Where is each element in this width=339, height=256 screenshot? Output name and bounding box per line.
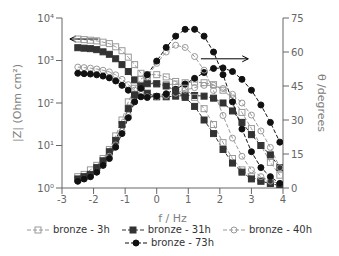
- svg-text:f / Hz: f / Hz: [158, 212, 187, 225]
- svg-text:1: 1: [185, 194, 191, 205]
- html-text:bronze - 40h: bronze - 40h: [248, 224, 312, 235]
- html-text:bronze - 73h: bronze - 73h: [150, 237, 215, 248]
- svg-text:2: 2: [217, 194, 223, 205]
- svg-text:10⁴: 10⁴: [37, 13, 54, 24]
- svg-text:3: 3: [248, 194, 254, 205]
- svg-text:-1: -1: [120, 194, 130, 205]
- svg-text:0: 0: [291, 183, 297, 194]
- svg-text:10³: 10³: [37, 55, 54, 66]
- html-text:bronze - 3h: bronze - 3h: [53, 224, 110, 235]
- svg-text:75: 75: [291, 13, 304, 24]
- svg-text:-3: -3: [57, 194, 67, 205]
- svg-text:10¹: 10¹: [37, 140, 54, 151]
- svg-text:15: 15: [291, 149, 304, 160]
- svg-text:10⁰: 10⁰: [37, 183, 54, 194]
- svg-text:45: 45: [291, 81, 304, 92]
- svg-text:60: 60: [291, 47, 304, 58]
- svg-text:0: 0: [154, 194, 160, 205]
- html-text:bronze - 31h: bronze - 31h: [147, 224, 211, 235]
- svg-text:4: 4: [280, 194, 286, 205]
- svg-text:|Z| (Ohm cm²): |Z| (Ohm cm²): [11, 64, 24, 142]
- svg-text:10²: 10²: [37, 98, 54, 109]
- svg-text:θ /degrees: θ /degrees: [315, 74, 328, 132]
- svg-text:30: 30: [291, 115, 304, 126]
- svg-text:-2: -2: [89, 194, 99, 205]
